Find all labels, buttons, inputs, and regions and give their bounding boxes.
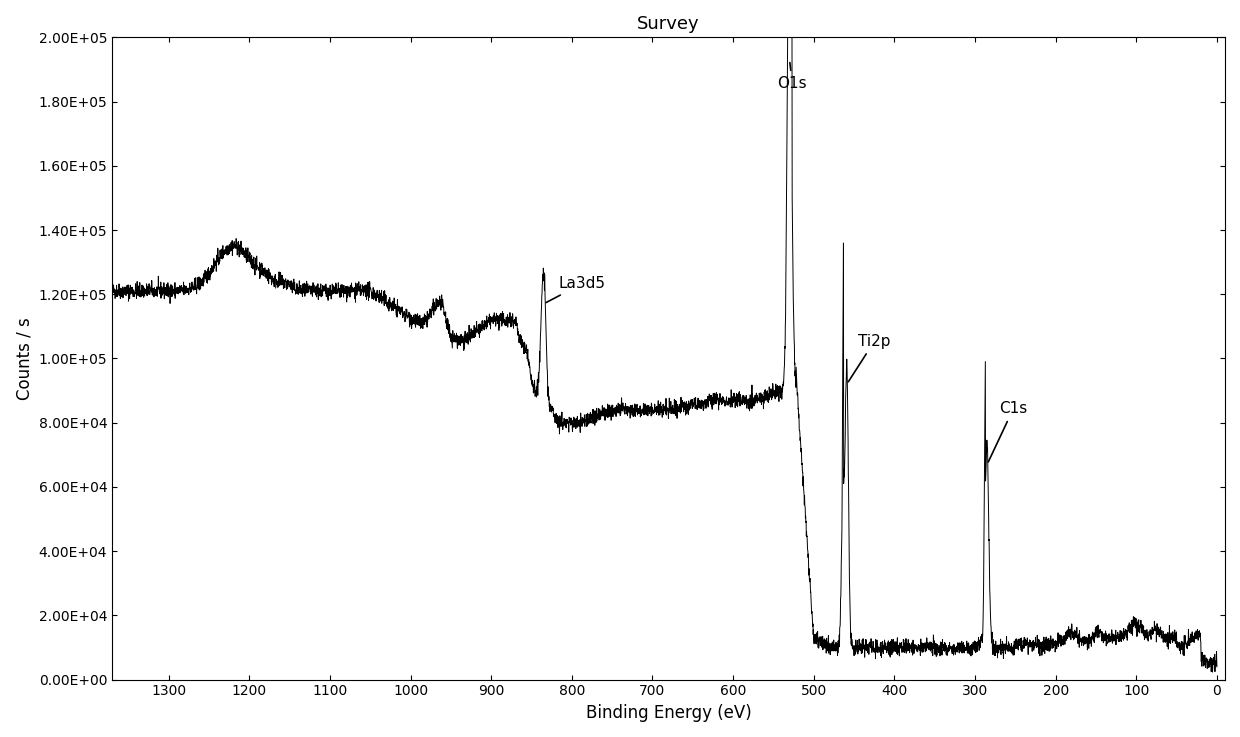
Text: O1s: O1s [777,63,807,91]
Text: C1s: C1s [988,401,1028,462]
Text: La3d5: La3d5 [546,276,606,303]
Y-axis label: Counts / s: Counts / s [15,317,33,400]
X-axis label: Binding Energy (eV): Binding Energy (eV) [585,704,751,722]
Text: Ti2p: Ti2p [848,334,890,382]
Title: Survey: Survey [637,15,699,33]
